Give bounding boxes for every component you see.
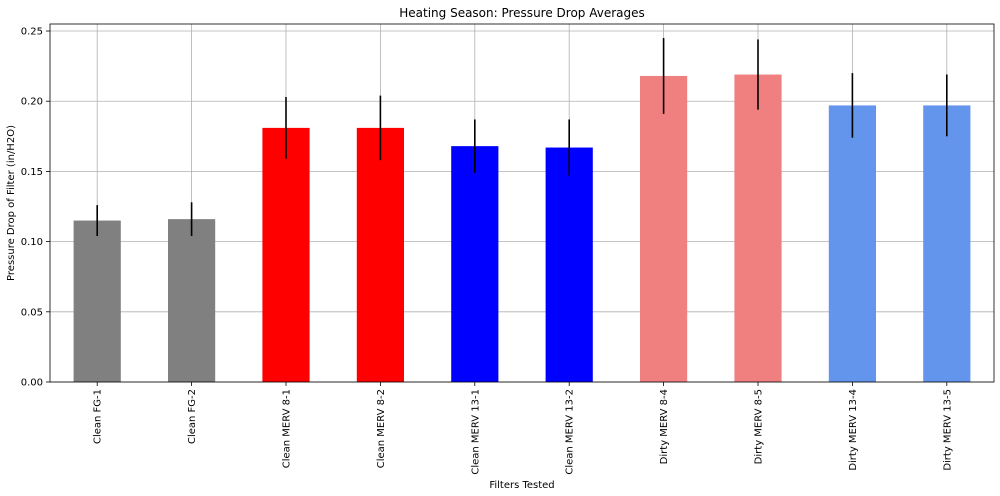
bar (262, 127, 310, 382)
y-axis-ticks: 0.00 0.05 0.10 0.15 0.20 0.25 (21, 27, 50, 389)
x-tick-label: Clean MERV 8-1 (282, 389, 293, 468)
bar (73, 220, 121, 382)
bar (640, 75, 688, 382)
y-tick-label: 0.00 (21, 378, 43, 389)
x-tick-label: Dirty MERV 13-5 (942, 389, 953, 471)
bar (828, 105, 876, 382)
x-tick-label: Dirty MERV 13-4 (848, 389, 859, 471)
x-tick-label: Clean MERV 8-2 (376, 389, 387, 468)
bar (734, 74, 782, 383)
x-tick-label: Clean FG-2 (187, 389, 198, 444)
x-axis-label: Filters Tested (489, 480, 554, 491)
bars (73, 74, 971, 383)
x-tick-label: Clean MERV 13-2 (565, 389, 576, 475)
y-tick-label: 0.15 (21, 167, 43, 178)
x-tick-label: Clean FG-1 (93, 389, 104, 444)
bar (168, 219, 216, 382)
y-tick-label: 0.20 (21, 97, 43, 108)
x-axis-ticks: Clean FG-1 Clean FG-2 Clean MERV 8-1 Clean … (93, 382, 953, 475)
error-bars (96, 38, 948, 236)
plot-frame (49, 23, 995, 383)
bar (545, 147, 593, 382)
y-axis-label: Pressure Drop of Filter (in/H2O) (6, 125, 17, 281)
bar (356, 127, 404, 382)
x-tick-label: Clean MERV 13-1 (470, 389, 481, 475)
y-tick-label: 0.10 (21, 237, 43, 248)
x-tick-label: Dirty MERV 8-4 (659, 389, 670, 464)
y-tick-label: 0.25 (21, 27, 43, 38)
bar (923, 105, 971, 382)
x-tick-label: Dirty MERV 8-5 (754, 389, 765, 464)
bar (451, 146, 499, 382)
y-tick-label: 0.05 (21, 307, 43, 318)
chart-title: Heating Season: Pressure Drop Averages (399, 6, 645, 20)
